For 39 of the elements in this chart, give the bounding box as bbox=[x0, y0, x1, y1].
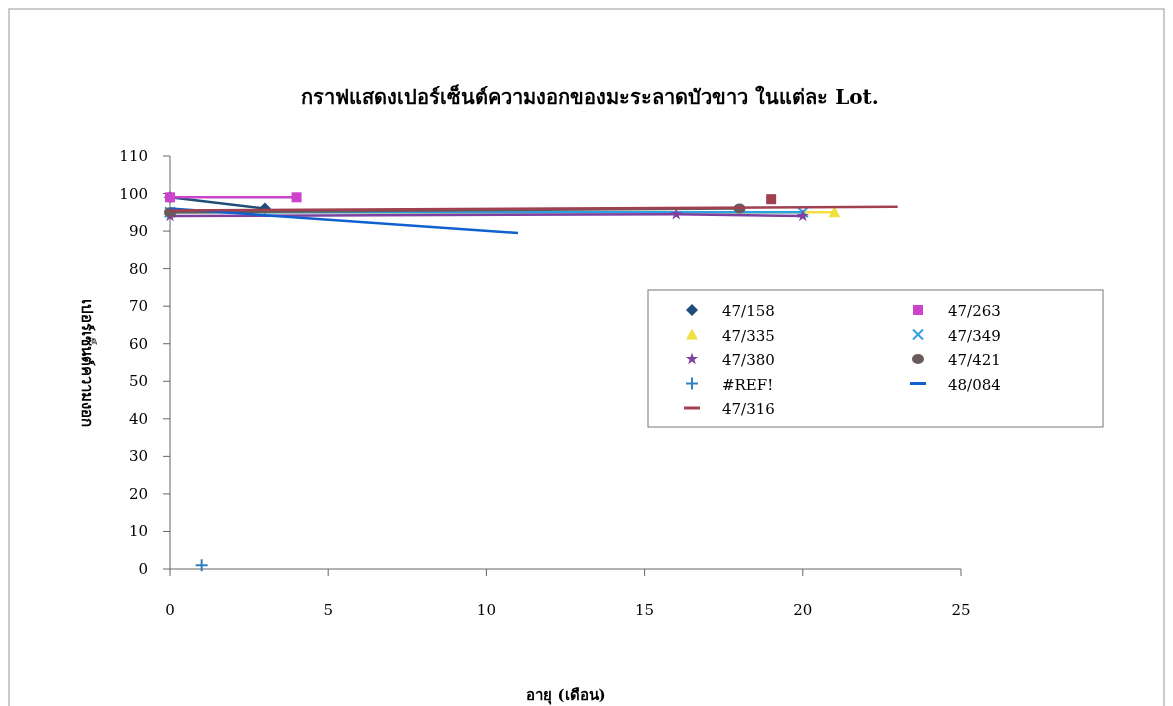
legend-entry: 47/421 bbox=[912, 351, 1001, 369]
legend-label: 47/421 bbox=[948, 351, 1001, 369]
legend-entry: 48/084 bbox=[910, 375, 1001, 394]
legend-label: 47/380 bbox=[722, 351, 775, 369]
y-tick-label: 40 bbox=[128, 409, 148, 428]
x-tick-label: 10 bbox=[476, 601, 496, 619]
y-tick-label: 80 bbox=[128, 259, 148, 278]
x-tick-label: 20 bbox=[793, 601, 813, 619]
y-tick-label: 50 bbox=[128, 372, 148, 391]
legend-entry: 47/380 bbox=[685, 351, 775, 369]
legend-label: 47/263 bbox=[948, 302, 1001, 320]
legend-label: 47/158 bbox=[722, 302, 775, 320]
y-tick-label: 100 bbox=[119, 184, 148, 203]
y-tick-label: 10 bbox=[128, 522, 148, 541]
legend-label: 47/316 bbox=[722, 400, 775, 418]
x-tick-label: 25 bbox=[951, 601, 971, 619]
legend-entry: 47/316 bbox=[684, 400, 775, 418]
legend-label: #REF! bbox=[722, 375, 774, 394]
x-tick-label: 15 bbox=[635, 601, 655, 619]
legend-entry: 47/335 bbox=[686, 326, 775, 345]
legend-entry: 47/263 bbox=[913, 302, 1001, 320]
y-tick-label: 90 bbox=[128, 222, 148, 241]
y-tick-label: 110 bbox=[119, 147, 148, 165]
legend-entry: #REF! bbox=[685, 375, 774, 394]
chart-title: กราฟแสดงเปอร์เซ็นต์ความงอกของมะระลาดบัวขาว ในแต่ละ Lot. bbox=[301, 84, 879, 109]
y-tick-label: 30 bbox=[128, 447, 148, 466]
legend-entry: 47/158 bbox=[686, 302, 775, 320]
x-tick-label: 0 bbox=[165, 601, 175, 619]
legend-label: 47/335 bbox=[722, 326, 775, 345]
y-tick-label: 20 bbox=[128, 484, 148, 503]
x-axis-title: อายุ (เดือน) bbox=[526, 686, 606, 705]
y-tick-label: 60 bbox=[128, 334, 148, 353]
legend-label: 48/084 bbox=[948, 375, 1001, 394]
y-tick-label: 70 bbox=[128, 297, 148, 316]
y-tick-label: 0 bbox=[138, 560, 148, 578]
legend-label: 47/349 bbox=[948, 326, 1001, 345]
y-axis-title: เปอร์เซ็นต์ความงอก bbox=[78, 298, 97, 427]
legend-entry: 47/349 bbox=[912, 326, 1001, 345]
x-tick-label: 5 bbox=[323, 601, 333, 619]
